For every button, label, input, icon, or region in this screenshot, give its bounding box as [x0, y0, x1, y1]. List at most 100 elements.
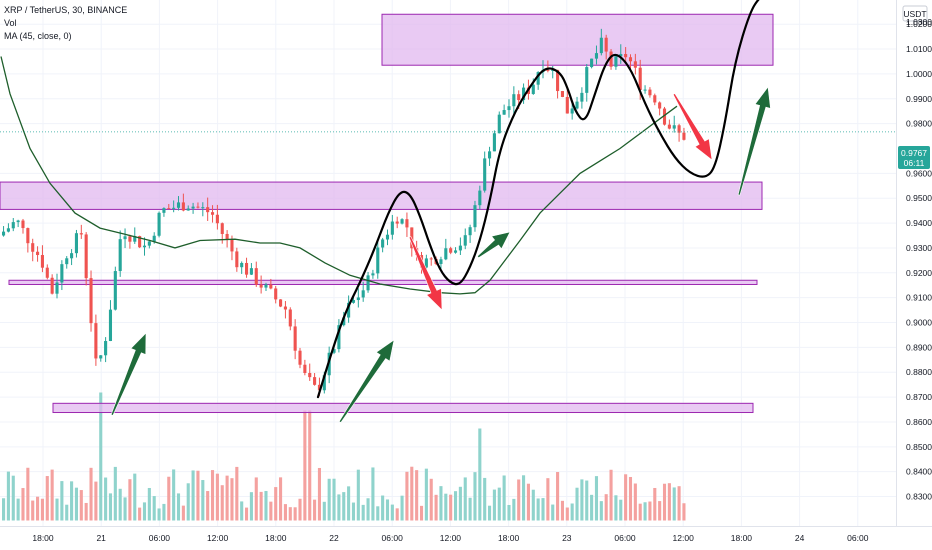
candle-body: [201, 207, 205, 209]
candle-body: [458, 245, 462, 251]
time-tick-label: 06:00: [847, 533, 869, 543]
time-tick-label: 23: [562, 533, 572, 543]
currency-badge[interactable]: [902, 5, 928, 22]
candle-body: [405, 219, 409, 228]
candle-body: [181, 202, 185, 211]
time-tick-label: 18:00: [498, 533, 520, 543]
time-tick-label: 06:00: [614, 533, 636, 543]
volume-bar: [560, 500, 564, 521]
volume-bar: [385, 499, 390, 521]
time-tick-label: 24: [795, 533, 805, 543]
volume-bar: [196, 470, 200, 521]
candle-body: [303, 364, 307, 373]
candle-body: [546, 69, 550, 71]
volume-bar: [230, 478, 234, 521]
volume-bar: [254, 477, 258, 521]
candle-body: [245, 262, 249, 275]
price-axis[interactable]: USDT 1.0300 1.0200 1.0100 1.0000 0.9900 0.98…: [896, 0, 932, 526]
candle-body: [21, 220, 25, 229]
candle-body: [619, 54, 623, 57]
price-tick-label: 0.9800: [906, 119, 932, 129]
volume-bar: [70, 481, 74, 521]
price-zone[interactable]: [381, 13, 774, 66]
price-zone[interactable]: [52, 402, 754, 414]
time-axis[interactable]: 18:00 21 06:00 12:00 18:00 22 06:00 12:00 18:00 2…: [0, 526, 932, 550]
volume-bar: [162, 503, 166, 521]
volume-bar: [279, 477, 283, 521]
candle-body: [449, 248, 453, 253]
price-tick-label: 0.9000: [906, 318, 932, 328]
candle-body: [361, 290, 365, 298]
green-up-arrow[interactable]: [338, 339, 395, 423]
candle-body: [381, 239, 385, 248]
volume-bar: [264, 490, 268, 521]
candle-body: [157, 212, 161, 236]
green-up-arrow[interactable]: [476, 231, 511, 259]
volume-bar: [79, 490, 83, 521]
volume-bar: [84, 502, 88, 521]
volume-bar: [2, 498, 6, 521]
volume-bar: [667, 483, 671, 521]
volume-bar: [658, 501, 662, 521]
volume-bar: [488, 505, 492, 521]
candle-body: [512, 94, 516, 107]
candle-body: [633, 61, 637, 68]
moving-average-line: [0, 56, 678, 295]
current-price-label: 0.9767: [901, 148, 927, 158]
volume-bar: [522, 475, 526, 521]
candle-body: [614, 56, 618, 67]
candle-body: [240, 262, 244, 268]
candle-body: [580, 92, 584, 102]
price-tick-label-top: 1.0300: [906, 17, 932, 27]
volume-bar: [604, 494, 608, 521]
candle-body: [36, 251, 40, 256]
price-tick-label: 1.0100: [906, 44, 932, 54]
volume-bar: [502, 475, 506, 521]
volume-bar: [167, 476, 171, 521]
moving-average-label[interactable]: MA (45, close, 0): [4, 31, 72, 41]
green-up-arrow[interactable]: [737, 86, 771, 196]
projection-sketch-line[interactable]: [316, 0, 768, 399]
candle-body: [317, 384, 321, 391]
symbol-title[interactable]: XRP / TetherUS, 30, BINANCE: [4, 5, 128, 15]
volume-bar: [653, 487, 657, 521]
candle-body: [11, 222, 15, 229]
price-tick-label: 0.9600: [906, 168, 932, 178]
candle-body: [429, 258, 433, 260]
price-tick-label: 0.8400: [906, 467, 932, 477]
volume-bar: [89, 467, 93, 521]
direction-arrows[interactable]: [110, 86, 771, 423]
price-zone[interactable]: [0, 181, 763, 210]
volume-bar: [410, 466, 414, 521]
volume-bar: [638, 503, 642, 521]
volume-bar: [546, 478, 550, 521]
volume-bar: [313, 499, 317, 521]
volume-bar: [308, 410, 312, 521]
resistance-support-zones[interactable]: [0, 13, 774, 414]
volume-bar: [419, 505, 424, 521]
green-up-arrow[interactable]: [110, 332, 147, 416]
price-tick-label: 1.0200: [906, 19, 932, 29]
volume-bar: [429, 478, 433, 521]
candle-body: [342, 317, 346, 326]
red-down-arrow[interactable]: [408, 236, 443, 311]
volume-indicator-label[interactable]: Vol: [4, 18, 17, 28]
candle-body: [351, 300, 356, 303]
red-down-arrow[interactable]: [672, 93, 713, 161]
price-axis-background: [897, 0, 932, 526]
volume-bar: [36, 496, 40, 521]
volume-bar: [186, 483, 190, 521]
candle-body: [152, 235, 156, 242]
volume-bar: [570, 503, 574, 521]
candle-body: [196, 206, 200, 208]
candle-body: [400, 219, 404, 224]
candle-body: [210, 212, 215, 215]
volume-bar: [551, 504, 555, 521]
candle-body: [94, 323, 98, 359]
volume-bar: [590, 494, 594, 521]
candle-body: [648, 89, 652, 96]
volume-bar: [531, 489, 535, 521]
volume-bar: [245, 507, 249, 521]
candle-body: [123, 236, 127, 240]
